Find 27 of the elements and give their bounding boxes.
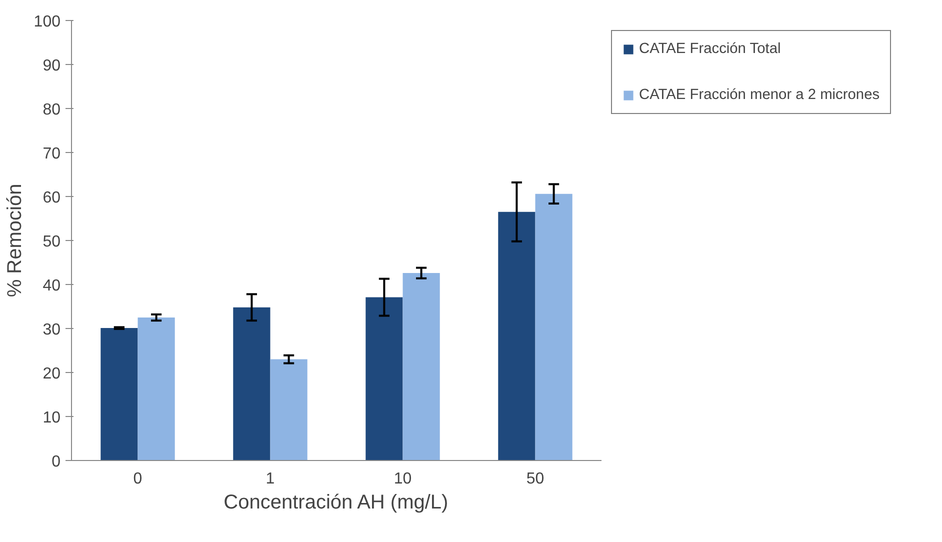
y-tick-label: 60 — [42, 190, 61, 206]
bar — [498, 212, 536, 460]
y-tick-label: 50 — [42, 234, 61, 250]
x-axis-title: Concentración AH (mg/L) — [224, 492, 448, 514]
y-tick-label: 40 — [42, 278, 61, 294]
bar — [535, 194, 572, 460]
x-tick-label: 50 — [526, 470, 544, 488]
bar — [366, 297, 403, 460]
bar — [138, 318, 175, 460]
bar — [402, 273, 440, 460]
y-axis-title: % Remoción — [4, 184, 26, 298]
y-tick-label: 10 — [42, 410, 61, 426]
y-tick-label: 90 — [42, 58, 61, 74]
bar — [270, 359, 308, 460]
bar — [100, 328, 138, 460]
y-tick-label: 80 — [42, 102, 61, 118]
bar — [233, 307, 270, 460]
legend-label: CATAE Fracción menor a 2 micrones — [639, 87, 880, 103]
x-tick-label: 1 — [266, 470, 275, 488]
y-tick-label: 100 — [34, 14, 61, 30]
x-tick-label: 10 — [394, 470, 412, 488]
y-tick-label: 30 — [42, 322, 61, 338]
legend-label: CATAE Fracción Total — [639, 41, 781, 57]
y-tick-label: 70 — [42, 146, 61, 162]
y-tick-label: 20 — [42, 366, 61, 382]
y-tick-label: 0 — [52, 454, 61, 470]
x-tick-label: 0 — [133, 470, 142, 488]
